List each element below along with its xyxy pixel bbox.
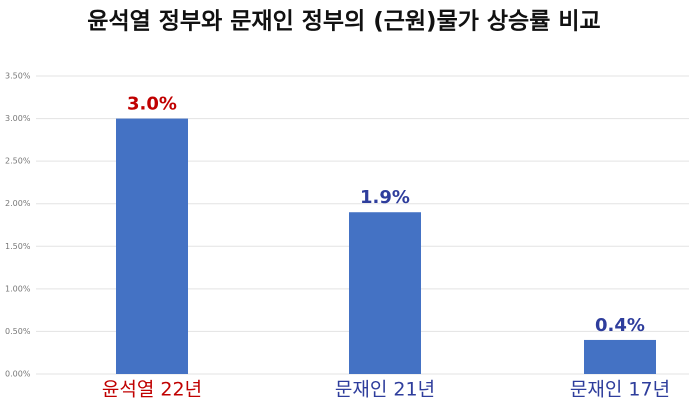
y-tick-label: 0.00%: [5, 370, 31, 379]
bar: [584, 339, 656, 374]
x-tick-label: 문재인 21년: [335, 379, 435, 401]
value-label: 0.4%: [595, 315, 645, 336]
y-tick-label: 3.00%: [5, 114, 31, 123]
x-tick-label: 문재인 17년: [570, 379, 670, 401]
value-label: 3.0%: [127, 94, 177, 115]
y-tick-label: 2.00%: [5, 199, 31, 208]
y-tick-label: 2.50%: [5, 157, 31, 166]
y-tick-label: 1.00%: [5, 284, 31, 293]
bar: [349, 212, 421, 374]
chart-title: 윤석열 정부와 문재인 정부의 (근원)물가 상승률 비교: [87, 9, 600, 35]
y-tick-label: 1.50%: [5, 242, 31, 251]
y-tick-label: 3.50%: [5, 72, 31, 81]
y-tick-label: 0.50%: [5, 327, 31, 336]
x-tick-label: 윤석열 22년: [102, 379, 202, 401]
bar: [116, 118, 188, 374]
value-label: 1.9%: [360, 187, 410, 208]
